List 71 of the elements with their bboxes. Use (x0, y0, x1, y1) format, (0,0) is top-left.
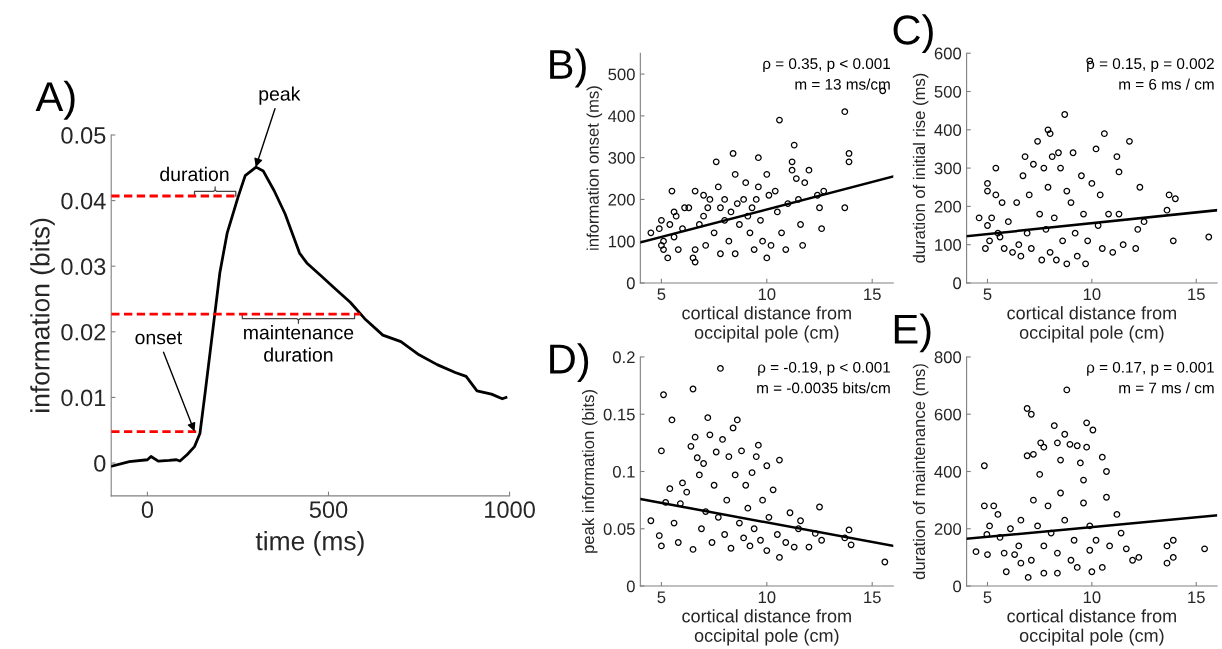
x-tick-label: 1000 (485, 501, 535, 519)
y-tick-label: 300 (608, 152, 635, 164)
y-tick-label: 0 (953, 580, 962, 593)
y-tick-label: 400 (934, 124, 962, 136)
y-tick-label: 0.2 (612, 351, 635, 364)
x-axis-title: cortical distance from occipital pole (cm) (1007, 306, 1176, 343)
annotation: duration (160, 166, 229, 182)
x-tick-label: 15 (1188, 591, 1205, 604)
x-axis-title: cortical distance from occipital pole (cm) (682, 306, 851, 343)
annotation: m = 6 ms / cm (1119, 78, 1214, 90)
x-tick-label: 500 (309, 501, 348, 519)
x-tick-label: 5 (983, 591, 992, 604)
annotation: onset (135, 331, 183, 345)
y-tick-label: 200 (934, 523, 962, 535)
y-axis-title: information onset (ms) (586, 86, 603, 250)
x-tick-label: 15 (864, 591, 881, 604)
y-tick-label: 0.05 (61, 127, 106, 144)
annotation: ρ = 0.15, p = 0.002 (1087, 58, 1214, 73)
annotation: ρ = 0.17, p = 0.001 (1087, 361, 1214, 376)
y-tick-label: 500 (608, 68, 635, 81)
x-tick-label: 5 (657, 591, 666, 604)
y-axis-title: peak information (bits) (581, 390, 598, 553)
y-tick-label: 300 (934, 162, 962, 175)
y-tick-label: 200 (608, 193, 635, 206)
x-tick-label: 15 (864, 288, 881, 301)
y-tick-label: 0 (626, 580, 635, 593)
y-tick-label: 600 (934, 47, 962, 60)
y-tick-label: 400 (608, 110, 635, 123)
y-tick-label: 0.03 (61, 258, 106, 275)
y-axis-title: duration of initial rise (ms) (912, 73, 929, 263)
y-tick-label: 0.04 (61, 192, 106, 210)
y-tick-label: 500 (934, 85, 962, 98)
y-axis-title: information (bits) (30, 218, 55, 412)
x-axis-title: time (ms) (255, 531, 364, 556)
y-tick-label: 600 (934, 408, 962, 421)
y-tick-label: 400 (934, 465, 962, 478)
y-tick-label: 0.02 (61, 323, 106, 341)
chart-title: E) (894, 313, 931, 353)
y-tick-label: 100 (935, 239, 962, 251)
annotation: ρ = 0.35, p < 0.001 (763, 58, 891, 73)
annotation: peak (259, 86, 301, 105)
y-tick-label: 0.1 (612, 465, 635, 478)
chart-title: A) (35, 80, 75, 120)
x-tick-label: 15 (1188, 288, 1205, 301)
x-tick-label: 0 (141, 501, 154, 519)
annotation: ρ = -0.19, p < 0.001 (758, 361, 891, 376)
y-tick-label: 800 (934, 351, 962, 364)
annotation: m = -0.0035 bits/cm (757, 382, 890, 394)
chart-title: B) (550, 48, 586, 88)
annotation: m = 7 ms / cm (1119, 382, 1214, 394)
y-tick-label: 100 (608, 235, 635, 248)
y-tick-label: 0.15 (603, 408, 635, 421)
y-tick-label: 0 (953, 277, 962, 290)
y-tick-label: 0 (626, 277, 635, 290)
x-tick-label: 5 (983, 288, 992, 301)
x-tick-label: 10 (1083, 288, 1101, 301)
annotation: maintenance duration (244, 325, 354, 362)
x-axis-title: cortical distance from occipital pole (cm) (1007, 609, 1176, 646)
y-tick-label: 200 (934, 200, 962, 213)
y-tick-label: 0 (94, 455, 106, 472)
x-tick-label: 10 (758, 288, 776, 301)
y-axis-title: duration of maintenance (ms) (912, 364, 929, 580)
annotation: m = 13 ms/cm (795, 78, 890, 90)
chart-title: D) (550, 343, 589, 383)
chart-title: C) (893, 14, 933, 53)
x-tick-label: 10 (758, 591, 776, 604)
x-tick-label: 5 (657, 288, 666, 301)
x-axis-title: cortical distance from occipital pole (cm) (682, 609, 851, 646)
y-tick-label: 0.05 (603, 523, 635, 535)
x-tick-label: 10 (1083, 591, 1101, 604)
y-tick-label: 0.01 (61, 389, 106, 407)
